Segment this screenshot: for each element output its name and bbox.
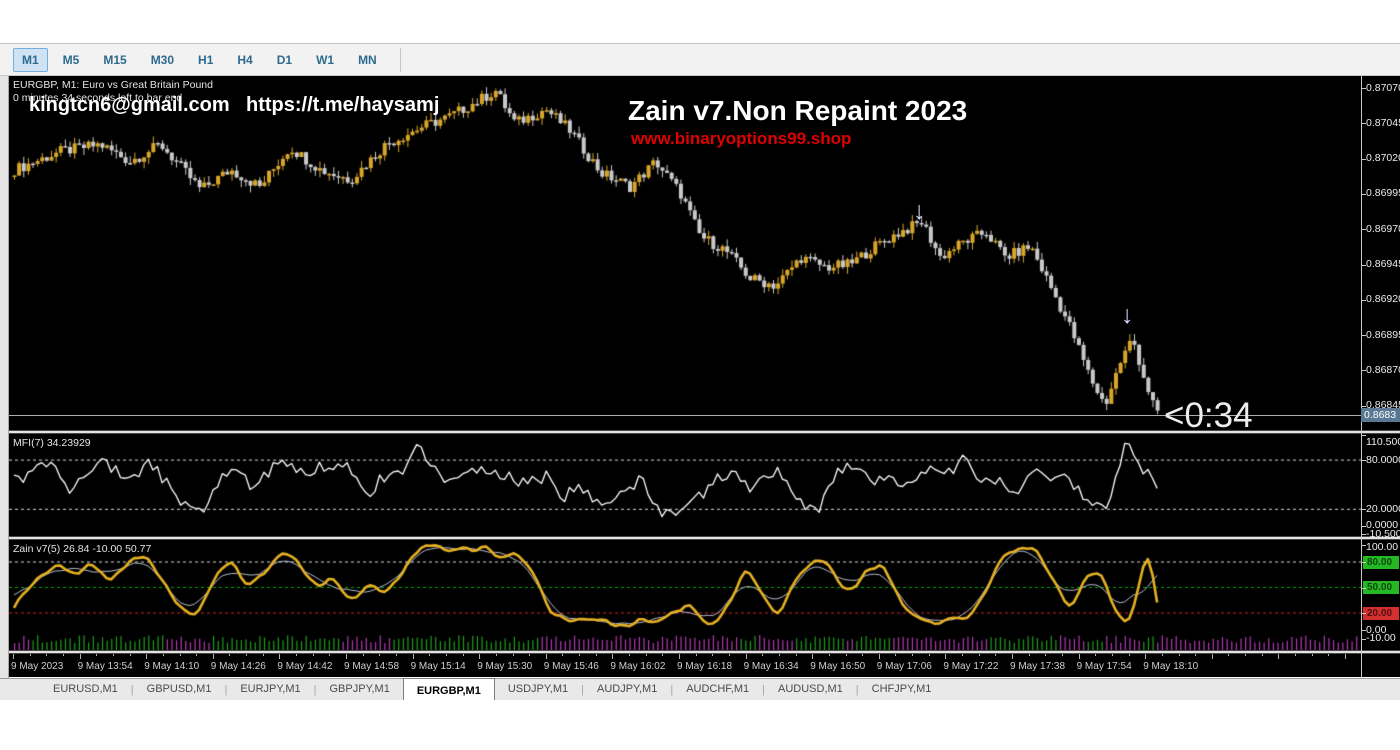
chart-tab-gbpusdm1[interactable]: GBPUSD,M1 <box>146 683 212 695</box>
timeframe-button-MN[interactable]: MN <box>358 52 377 67</box>
timeframe-button-D1[interactable]: D1 <box>276 52 293 67</box>
timeframe-toolbar: M1 M5 M15 M30 H1 H4 D1 W1 MN <box>0 43 1400 76</box>
timeframe-button-H1[interactable]: H1 <box>198 52 214 67</box>
chart-tab-eurgbpm1[interactable]: EURGBP,M1 <box>402 677 495 700</box>
chart-tab-usdjpym1[interactable]: USDJPY,M1 <box>507 683 569 695</box>
panel-separator[interactable] <box>9 430 1400 434</box>
zain-indicator-canvas[interactable] <box>9 540 1361 650</box>
chart-tab-eurjpym1[interactable]: EURJPY,M1 <box>240 683 301 695</box>
tab-separator: | <box>670 683 674 696</box>
timeframe-button-H4[interactable]: H4 <box>237 52 253 67</box>
panel-separator[interactable] <box>9 650 1400 654</box>
tab-separator: | <box>581 683 584 696</box>
tab-separator: | <box>224 683 228 696</box>
chart-tab-audchfm1[interactable]: AUDCHF,M1 <box>686 683 750 695</box>
time-scale[interactable] <box>9 654 1400 677</box>
tab-separator: | <box>313 683 317 696</box>
chart-tab-audusdm1[interactable]: AUDUSD,M1 <box>778 683 843 695</box>
symbol-tab-bar: EURUSD,M1 | GBPUSD,M1 | EURJPY,M1 | GBPJPY,M1 E… <box>0 677 1400 700</box>
timeframe-button-W1[interactable]: W1 <box>316 52 335 67</box>
tab-separator: | <box>130 683 134 696</box>
timeframe-button-M30[interactable]: M30 <box>150 52 175 67</box>
chart-tab-chfjpym1[interactable]: CHFJPY,M1 <box>871 683 932 695</box>
price-scale[interactable] <box>1362 76 1400 654</box>
mfi-indicator-canvas[interactable] <box>9 434 1361 536</box>
timeframe-button-M15[interactable]: M15 <box>103 52 127 67</box>
toolbar-separator <box>399 47 401 72</box>
tab-separator: | <box>855 683 859 696</box>
timeframe-button-M5[interactable]: M5 <box>62 52 80 67</box>
chart-tab-audjpym1[interactable]: AUDJPY,M1 <box>597 683 658 695</box>
tab-separator: | <box>762 683 765 696</box>
panel-separator[interactable] <box>9 536 1400 540</box>
timeframe-button-M1[interactable]: M1 <box>13 47 48 72</box>
price-axis-border <box>1361 76 1362 677</box>
price-chart-canvas[interactable] <box>9 76 1361 429</box>
window-left-edge <box>0 43 9 700</box>
chart-tab-gbpjpym1[interactable]: GBPJPY,M1 <box>329 683 390 695</box>
chart-tab-eurusdm1[interactable]: EURUSD,M1 <box>53 683 118 695</box>
current-price-tag: 0.8683 <box>1361 408 1400 422</box>
